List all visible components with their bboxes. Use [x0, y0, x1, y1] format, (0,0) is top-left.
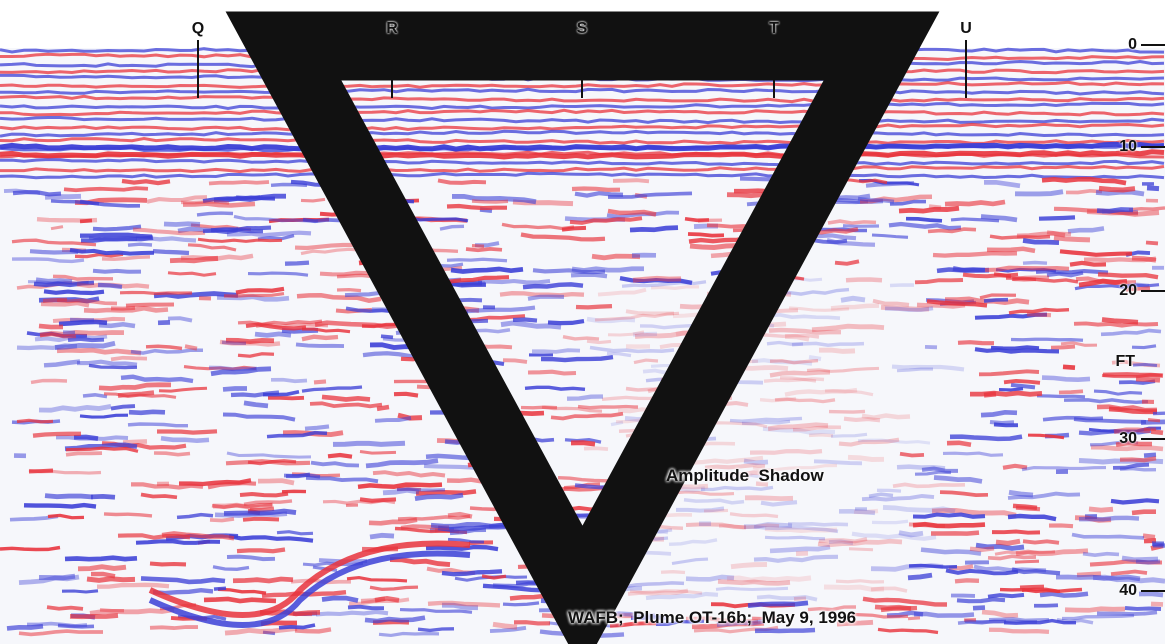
depth-tick-label: 20: [1119, 282, 1137, 299]
marker-t-label: T: [769, 20, 779, 37]
marker-q-label: Q: [191, 20, 205, 37]
depth-tick-30: 30: [1119, 429, 1165, 449]
marker-u-line: [965, 40, 967, 98]
depth-tick-label: 10: [1119, 138, 1137, 155]
depth-tick-label: 30: [1119, 430, 1137, 447]
depth-tick-line: [1141, 146, 1165, 148]
marker-u: U: [951, 0, 981, 98]
marker-t: T: [759, 0, 789, 98]
depth-tick-line: [1141, 290, 1165, 292]
amplitude-shadow-annotation: Amplitude Shadow: [666, 466, 824, 485]
depth-tick-line: [1141, 590, 1165, 592]
marker-r: R: [377, 0, 407, 98]
depth-tick-40: 40: [1119, 581, 1165, 601]
marker-s: S: [567, 0, 597, 98]
marker-r-label: R: [386, 20, 398, 37]
profile-caption: WAFB; Plume OT-16b; May 9, 1996: [568, 608, 857, 627]
marker-u-label: U: [960, 20, 972, 37]
marker-q-line: [197, 40, 199, 98]
depth-axis: 0 10 20 FT 30 40: [1090, 0, 1165, 644]
depth-tick-line: [1141, 438, 1165, 440]
depth-tick-0: 0: [1128, 35, 1165, 55]
depth-tick-10: 10: [1119, 137, 1165, 157]
marker-r-line: [391, 40, 393, 98]
marker-q: Q: [183, 0, 213, 98]
depth-tick-label: 0: [1128, 36, 1137, 53]
depth-tick-20: 20: [1119, 281, 1165, 301]
marker-t-line: [773, 40, 775, 98]
depth-tick-label: 40: [1119, 582, 1137, 599]
marker-s-label: S: [576, 20, 588, 37]
depth-tick-line: [1141, 44, 1165, 46]
depth-unit-label: FT: [1115, 353, 1135, 370]
marker-s-line: [581, 40, 583, 98]
